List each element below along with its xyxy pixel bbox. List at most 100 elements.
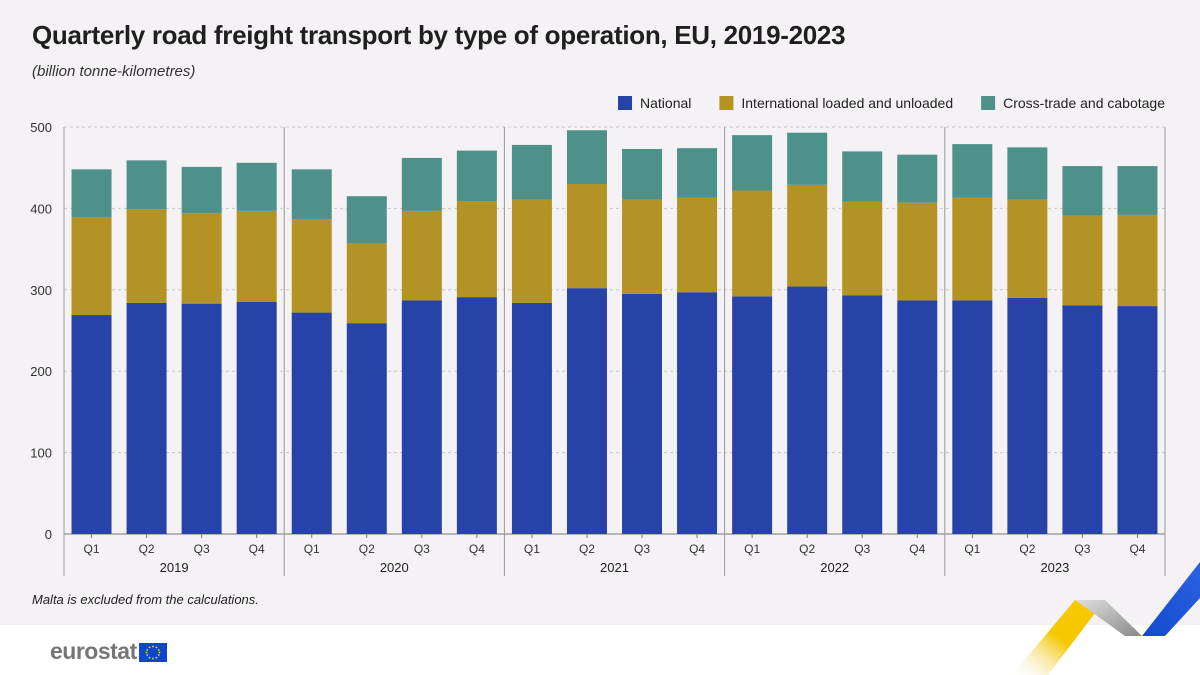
bar-segment-international: [1062, 215, 1103, 306]
bar-segment-cross-trade: [401, 157, 442, 211]
bar-segment-national: [511, 302, 552, 534]
eurostat-logo[interactable]: eurostat: [50, 638, 167, 665]
x-tick-label: Q1: [524, 542, 540, 556]
footnote: Malta is excluded from the calculations.: [32, 592, 259, 607]
x-group-label: 2023: [1040, 560, 1069, 575]
bar-segment-national: [622, 293, 663, 534]
bar-segment-national: [842, 295, 883, 534]
bar-segment-international: [291, 218, 332, 313]
bar-segment-national: [566, 288, 607, 534]
bar-segment-cross-trade: [952, 144, 993, 198]
bar-segment-national: [236, 302, 277, 534]
chart-subtitle: (billion tonne-kilometres): [32, 63, 196, 80]
legend-swatch-national: [618, 96, 633, 110]
bar-segment-cross-trade: [346, 196, 387, 244]
bar-segment-national: [456, 297, 497, 534]
x-group-label: 2022: [820, 560, 849, 575]
bar-segment-international: [1117, 214, 1158, 307]
y-tick-label: 300: [30, 283, 52, 298]
eu-flag-icon: [138, 643, 167, 662]
x-tick-label: Q1: [964, 542, 980, 556]
legend-swatch-cross-trade: [981, 96, 996, 110]
x-tick-label: Q3: [194, 542, 210, 556]
bar-segment-cross-trade: [566, 130, 607, 184]
bar-segment-international: [952, 197, 993, 301]
bar-segment-international: [181, 213, 222, 304]
bar-segment-cross-trade: [787, 132, 828, 185]
bar-segment-cross-trade: [126, 160, 167, 210]
x-group-label: 2019: [160, 560, 189, 575]
x-group-label: 2020: [380, 560, 409, 575]
bar-segment-national: [1117, 306, 1158, 534]
x-tick-label: Q2: [799, 542, 815, 556]
bar-segment-cross-trade: [622, 148, 663, 200]
bar-segment-international: [236, 210, 277, 303]
bar-segment-cross-trade: [1007, 147, 1048, 200]
stacked-bar-chart: 0 100 200 300 400 500 Q1 Q2 Q3 Q4 Q1 Q2 Q3 Q4 Q1 Q2 Q3 Q4…: [30, 95, 1166, 576]
legend-label-cross-trade: Cross-trade and cabotage: [1003, 95, 1165, 111]
bar-segment-cross-trade: [181, 166, 222, 214]
legend-label-national: National: [640, 95, 691, 111]
bar-segment-international: [677, 197, 718, 293]
bar-segment-cross-trade: [1062, 166, 1103, 216]
x-tick-label: Q1: [84, 542, 100, 556]
bar-segment-national: [732, 296, 773, 534]
x-tick-label: Q3: [854, 542, 870, 556]
bar-segment-cross-trade: [291, 169, 332, 219]
bar-segment-cross-trade: [1117, 166, 1158, 215]
bar-segment-international: [126, 209, 167, 303]
x-group-label: 2021: [600, 560, 629, 575]
bar-segment-national: [897, 300, 938, 534]
y-tick-label: 500: [30, 120, 52, 135]
y-tick-label: 100: [30, 446, 52, 461]
bar-segment-cross-trade: [842, 151, 883, 202]
bar-segment-cross-trade: [897, 154, 938, 203]
x-tick-label: Q2: [579, 542, 595, 556]
bar-segment-international: [566, 183, 607, 289]
x-tick-label: Q2: [1019, 542, 1035, 556]
bar-segment-international: [732, 190, 773, 297]
x-tick-label: Q2: [359, 542, 375, 556]
chart-title: Quarterly road freight transport by type…: [32, 20, 846, 50]
x-tick-label: Q4: [469, 542, 485, 556]
bar-segment-national: [677, 292, 718, 534]
bar-segment-national: [787, 286, 828, 534]
x-tick-label: Q4: [909, 542, 925, 556]
eurostat-logo-text: eurostat: [50, 638, 137, 664]
bar-segment-national: [401, 300, 442, 534]
legend-swatch-international: [719, 96, 734, 110]
x-tick-label: Q4: [249, 542, 265, 556]
y-tick-label: 400: [30, 201, 52, 216]
bar-segment-international: [346, 243, 387, 324]
x-tick-label: Q4: [689, 542, 705, 556]
bar-segment-international: [787, 184, 828, 287]
bar-segment-international: [511, 199, 552, 303]
bar-segment-national: [1007, 297, 1048, 534]
bar-segment-cross-trade: [732, 135, 773, 191]
x-tick-label: Q4: [1129, 542, 1145, 556]
bar-segment-national: [126, 302, 167, 534]
bar-segment-international: [71, 217, 112, 316]
footer-bar: eurostat: [0, 625, 1200, 675]
x-tick-label: Q3: [1074, 542, 1090, 556]
bar-segment-national: [952, 300, 993, 534]
bar-segment-international: [456, 201, 497, 298]
x-tick-label: Q1: [744, 542, 760, 556]
x-tick-label: Q1: [304, 542, 320, 556]
bar-segment-international: [622, 199, 663, 294]
bar-segment-cross-trade: [456, 150, 497, 202]
bar-segment-international: [401, 210, 442, 301]
bar-segment-national: [1062, 305, 1103, 534]
x-tick-label: Q3: [634, 542, 650, 556]
bar-segment-national: [71, 315, 112, 534]
x-tick-label: Q2: [139, 542, 155, 556]
bar-segment-cross-trade: [71, 169, 112, 218]
y-tick-label: 0: [45, 527, 52, 542]
bar-segment-international: [1007, 199, 1048, 298]
bar-segment-cross-trade: [236, 162, 277, 211]
x-tick-label: Q3: [414, 542, 430, 556]
legend-label-international: International loaded and unloaded: [741, 95, 953, 111]
y-tick-label: 200: [30, 364, 52, 379]
bar-segment-cross-trade: [511, 144, 552, 200]
